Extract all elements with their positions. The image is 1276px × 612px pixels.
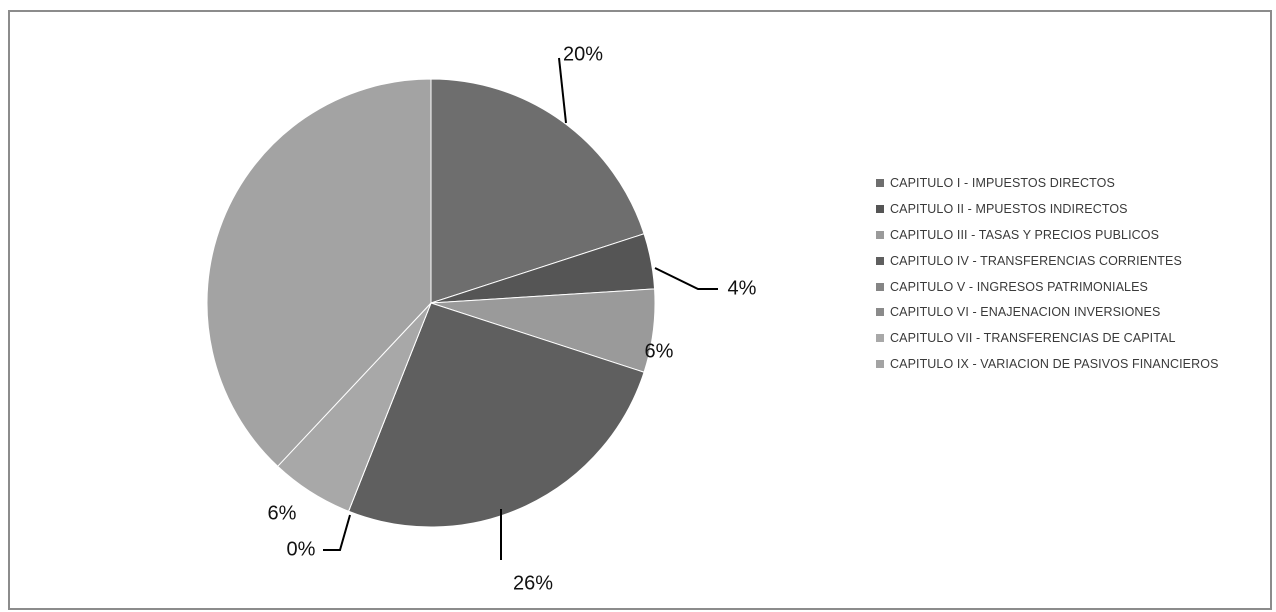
legend: CAPITULO I - IMPUESTOS DIRECTOS CAPITULO… bbox=[876, 170, 1219, 377]
pie-slice bbox=[347, 302, 645, 528]
legend-item: CAPITULO VII - TRANSFERENCIAS DE CAPITAL bbox=[876, 325, 1219, 351]
legend-item: CAPITULO I - IMPUESTOS DIRECTOS bbox=[876, 170, 1219, 196]
legend-swatch bbox=[876, 256, 884, 265]
leader-line bbox=[323, 514, 351, 551]
data-label: 4% bbox=[728, 277, 757, 299]
legend-label: CAPITULO IV - TRANSFERENCIAS CORRIENTES bbox=[890, 253, 1182, 268]
data-label: 0% bbox=[287, 538, 316, 560]
legend-swatch bbox=[876, 334, 884, 343]
data-label: 6% bbox=[645, 340, 674, 362]
legend-swatch bbox=[876, 360, 884, 369]
leader-line bbox=[654, 267, 718, 290]
data-label: 20% bbox=[563, 43, 603, 65]
legend-label: CAPITULO II - MPUESTOS INDIRECTOS bbox=[890, 201, 1128, 216]
legend-item: CAPITULO II - MPUESTOS INDIRECTOS bbox=[876, 196, 1219, 222]
legend-label: CAPITULO VI - ENAJENACION INVERSIONES bbox=[890, 305, 1161, 320]
data-label: 26% bbox=[513, 572, 553, 594]
legend-item: CAPITULO IV - TRANSFERENCIAS CORRIENTES bbox=[876, 248, 1219, 274]
legend-label: CAPITULO III - TASAS Y PRECIOS PUBLICOS bbox=[890, 227, 1160, 242]
legend-swatch bbox=[876, 178, 884, 187]
legend-item: CAPITULO III - TASAS Y PRECIOS PUBLICOS bbox=[876, 222, 1219, 248]
legend-label: CAPITULO V - INGRESOS PATRIMONIALES bbox=[890, 279, 1148, 294]
legend-swatch bbox=[876, 282, 884, 291]
pie-slice bbox=[430, 78, 645, 304]
legend-item: CAPITULO IX - VARIACION DE PASIVOS FINAN… bbox=[876, 351, 1219, 377]
legend-label: CAPITULO I - IMPUESTOS DIRECTOS bbox=[890, 175, 1115, 190]
pie-slice bbox=[206, 78, 432, 467]
legend-item: CAPITULO VI - ENAJENACION INVERSIONES bbox=[876, 299, 1219, 325]
chart-area: 20% 4% 6% 26% 0% 6% CAPITULO I - IMPUESTOS DI… bbox=[8, 10, 1272, 610]
leader-line bbox=[558, 57, 567, 124]
legend-swatch bbox=[876, 308, 884, 317]
legend-swatch bbox=[876, 230, 884, 239]
legend-label: CAPITULO VII - TRANSFERENCIAS DE CAPITAL bbox=[890, 331, 1176, 346]
legend-swatch bbox=[876, 204, 884, 213]
legend-label: CAPITULO IX - VARIACION DE PASIVOS FINAN… bbox=[890, 357, 1219, 372]
data-label: 6% bbox=[268, 502, 297, 524]
legend-item: CAPITULO V - INGRESOS PATRIMONIALES bbox=[876, 274, 1219, 300]
pie-chart: 20% 4% 6% 26% 0% 6% bbox=[206, 43, 757, 594]
